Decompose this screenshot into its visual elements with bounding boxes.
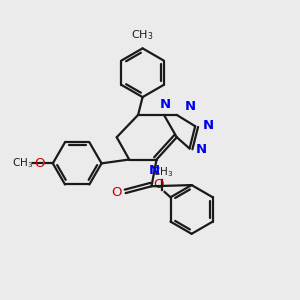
Text: O: O xyxy=(34,157,45,170)
Text: CH$_3$: CH$_3$ xyxy=(12,157,33,170)
Text: N: N xyxy=(203,119,214,132)
Text: N: N xyxy=(149,164,160,177)
Text: N: N xyxy=(184,100,196,113)
Text: O: O xyxy=(112,186,122,199)
Text: O: O xyxy=(154,178,164,191)
Text: N: N xyxy=(160,98,171,111)
Text: N: N xyxy=(196,143,207,156)
Text: CH$_3$: CH$_3$ xyxy=(152,166,173,179)
Text: CH$_3$: CH$_3$ xyxy=(131,28,154,42)
